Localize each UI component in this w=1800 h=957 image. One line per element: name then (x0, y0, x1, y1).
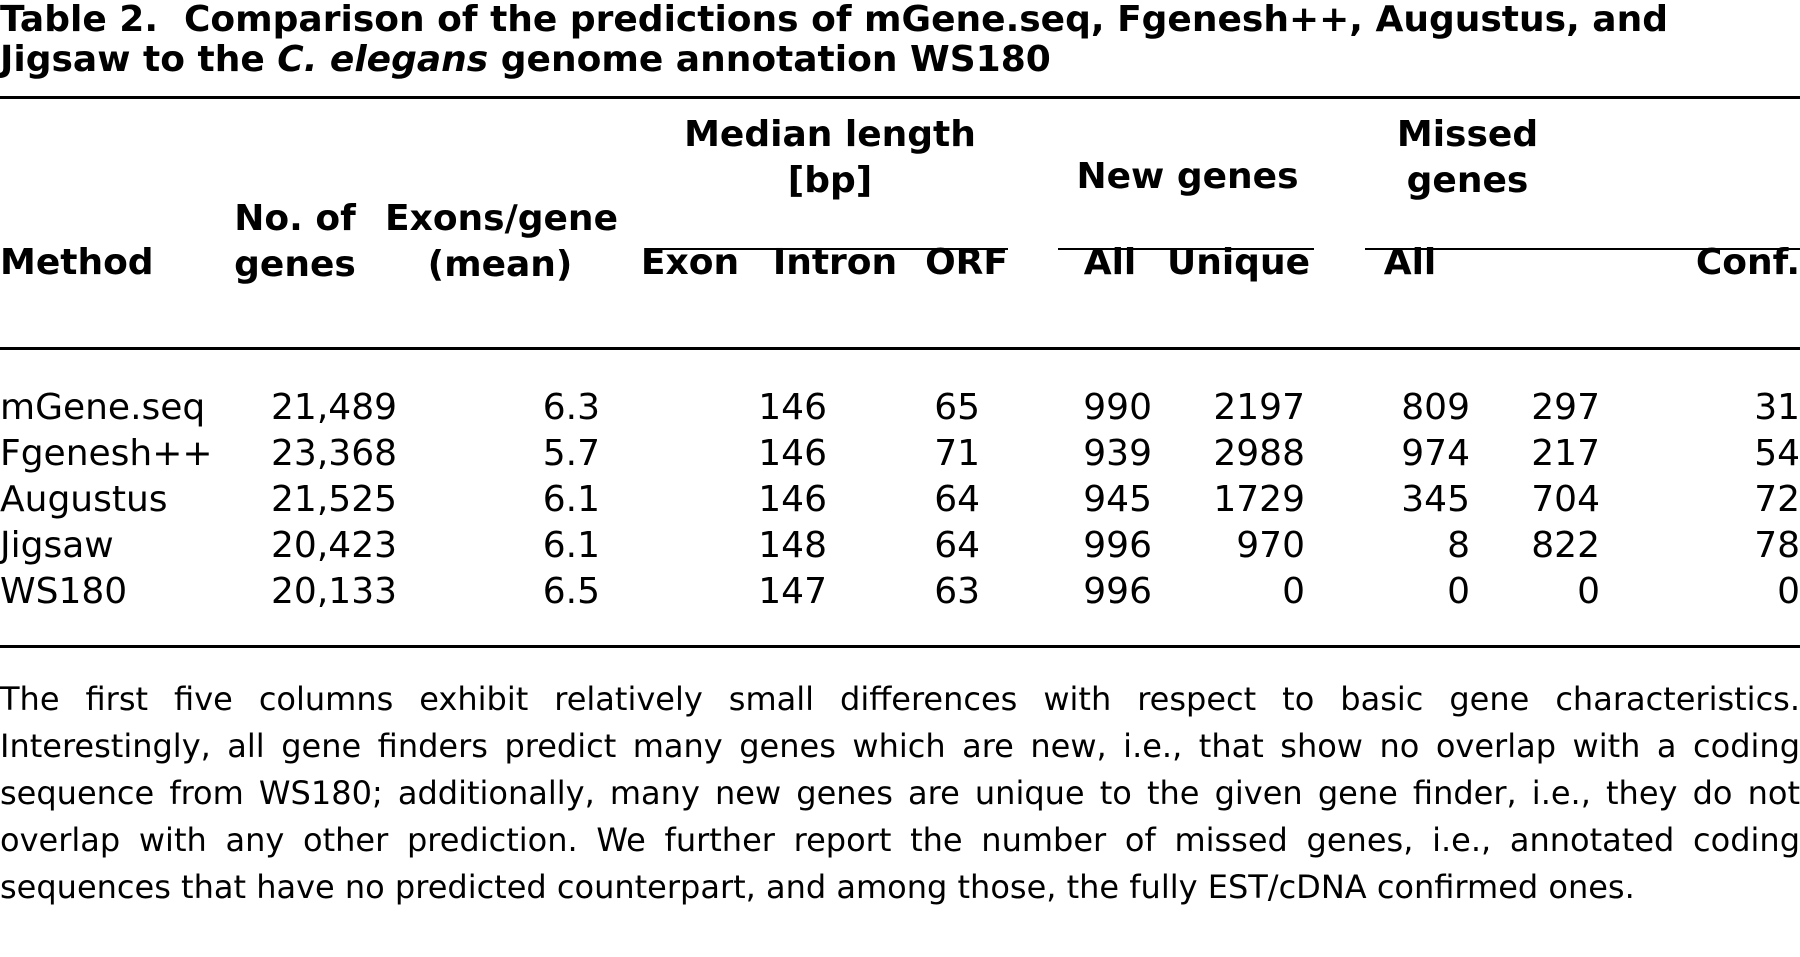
cell-exons-per-gene: 5.7 (542, 433, 600, 474)
missed-genes-rule (1365, 248, 1800, 250)
cell-missed-conf: 31 (1754, 387, 1800, 428)
cell-exons-per-gene: 6.1 (542, 525, 600, 566)
cell-new-all: 2197 (1213, 387, 1305, 428)
table-footnote: The first five columns exhibit relativel… (0, 680, 1800, 906)
cell-exon-length: 146 (758, 387, 827, 428)
new-genes-rule (1058, 248, 1314, 250)
header-missed-all: All (1383, 242, 1437, 283)
cell-intron-length: 64 (934, 479, 980, 520)
header-new-all: All (1083, 242, 1137, 283)
table-bottom-rule (0, 645, 1800, 648)
cell-exons-per-gene: 6.1 (542, 479, 600, 520)
cell-method: Fgenesh++ (0, 433, 213, 474)
header-no-genes: No. of genes (234, 198, 356, 285)
median-length-rule (650, 248, 1008, 250)
cell-orf-length: 945 (1083, 479, 1152, 520)
cell-intron-length: 65 (934, 387, 980, 428)
cell-new-unique: 0 (1447, 571, 1470, 612)
cell-intron-length: 64 (934, 525, 980, 566)
cell-exon-length: 147 (758, 571, 827, 612)
cell-exons-per-gene: 6.3 (542, 387, 600, 428)
cell-missed-conf: 0 (1777, 571, 1800, 612)
table-caption: Table 2. Comparison of the predictions of… (0, 0, 1800, 80)
cell-missed-all: 822 (1531, 525, 1600, 566)
table-label: Table 2. (0, 0, 158, 40)
cell-method: mGene.seq (0, 387, 206, 428)
cell-exon-length: 146 (758, 479, 827, 520)
header-new-genes: New genes (1076, 156, 1299, 197)
cell-new-all: 970 (1236, 525, 1305, 566)
cell-orf-length: 996 (1083, 525, 1152, 566)
header-new-unique: Unique (1166, 242, 1310, 283)
header-missed-genes: Missed genes (1396, 114, 1539, 201)
cell-intron-length: 71 (934, 433, 980, 474)
header-orf: ORF (925, 242, 1008, 283)
cell-missed-all: 217 (1531, 433, 1600, 474)
header-median-length: Median length [bp] (684, 114, 976, 201)
cell-intron-length: 63 (934, 571, 980, 612)
cell-method: Augustus (0, 479, 168, 520)
cell-exons-per-gene: 6.5 (542, 571, 600, 612)
cell-missed-all: 0 (1577, 571, 1600, 612)
header-intron: Intron (772, 242, 898, 283)
cell-new-unique: 8 (1447, 525, 1470, 566)
cell-orf-length: 990 (1083, 387, 1152, 428)
cell-new-all: 1729 (1213, 479, 1305, 520)
cell-missed-all: 704 (1531, 479, 1600, 520)
cell-new-unique: 809 (1401, 387, 1470, 428)
cell-orf-length: 996 (1083, 571, 1152, 612)
cell-exon-length: 148 (758, 525, 827, 566)
top-rule (0, 96, 1800, 99)
caption-text-after: genome annotation WS180 (500, 39, 1051, 80)
cell-new-unique: 345 (1401, 479, 1470, 520)
cell-new-unique: 974 (1401, 433, 1470, 474)
cell-new-all: 2988 (1213, 433, 1305, 474)
cell-method: WS180 (0, 571, 128, 612)
header-method: Method (0, 242, 154, 283)
cell-no-genes: 20,133 (271, 571, 397, 612)
header-bottom-rule (0, 347, 1800, 350)
header-exons-per-gene: Exons/gene (mean) (385, 198, 618, 285)
cell-new-all: 0 (1282, 571, 1305, 612)
caption-species: C. elegans (277, 39, 489, 80)
header-exon: Exon (640, 242, 740, 283)
cell-exon-length: 146 (758, 433, 827, 474)
cell-method: Jigsaw (0, 525, 114, 566)
cell-orf-length: 939 (1083, 433, 1152, 474)
cell-missed-conf: 72 (1754, 479, 1800, 520)
caption-text-before: Comparison of the predictions of mGene.s… (0, 0, 1668, 80)
cell-missed-all: 297 (1531, 387, 1600, 428)
cell-missed-conf: 78 (1754, 525, 1800, 566)
cell-no-genes: 20,423 (271, 525, 397, 566)
cell-no-genes: 21,489 (271, 387, 397, 428)
cell-missed-conf: 54 (1754, 433, 1800, 474)
header-missed-conf: Conf. (1695, 242, 1800, 283)
cell-no-genes: 21,525 (271, 479, 397, 520)
cell-no-genes: 23,368 (271, 433, 397, 474)
